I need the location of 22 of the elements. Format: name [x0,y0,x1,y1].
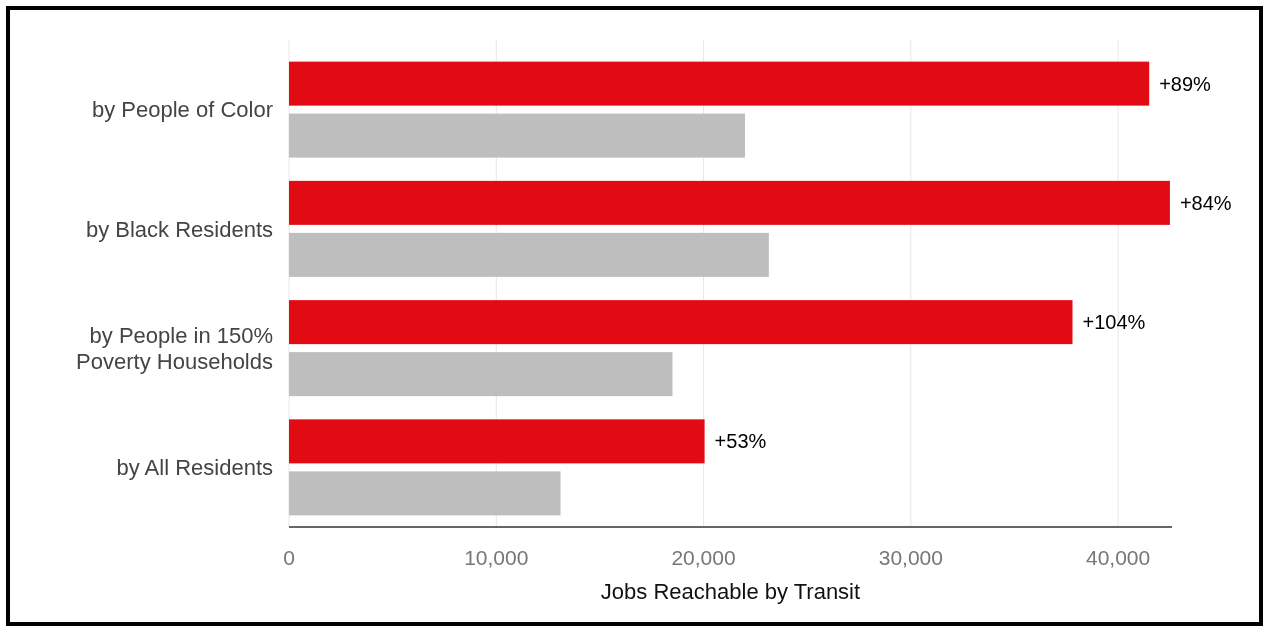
x-tick-label: 40,000 [1085,546,1151,569]
annotation: +84% [1179,191,1232,214]
annotation: +53% [714,430,767,453]
annotation: +104% [1082,311,1146,334]
bar [289,300,1073,345]
x-axis-title: Jobs Reachable by Transit [600,579,861,604]
y-tick-label: by All Residents [116,455,273,481]
bar [289,232,769,277]
annotation: +89% [1159,72,1212,95]
bar [289,61,1150,106]
bar [289,471,561,516]
bar [289,352,673,397]
x-tick-label: 0 [283,546,295,569]
x-tick-label: 30,000 [878,546,943,569]
y-tick-label: by People in 150% Poverty Households [76,322,273,375]
x-tick-label: 10,000 [464,546,529,569]
x-tick-label: 20,000 [671,546,736,569]
y-tick-label: by Black Residents [85,216,273,242]
bar [289,180,1170,225]
y-tick-label: by People of Color [92,97,273,123]
bar [289,113,746,158]
bar [289,419,705,464]
